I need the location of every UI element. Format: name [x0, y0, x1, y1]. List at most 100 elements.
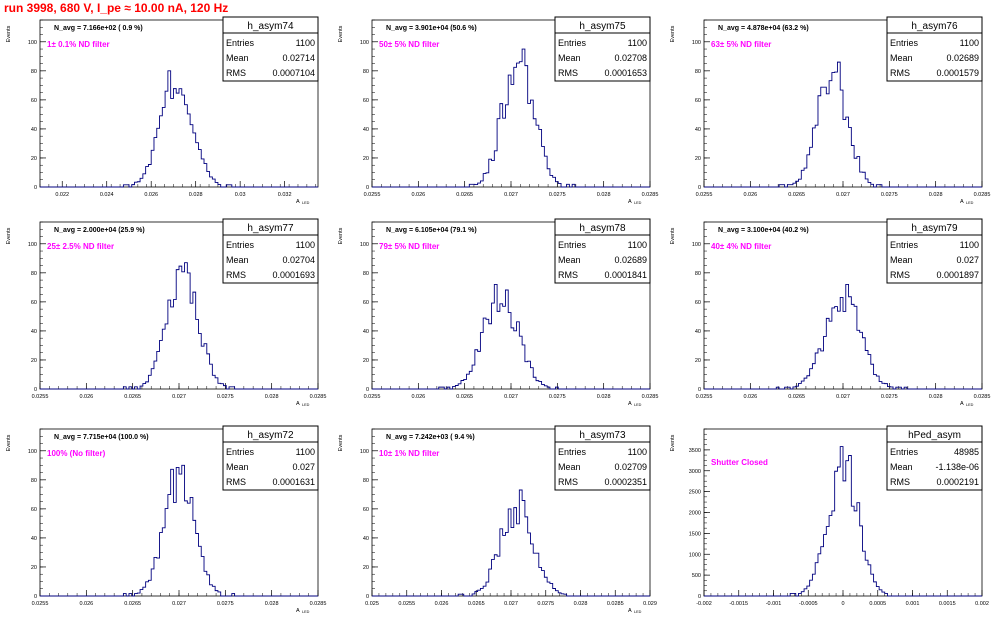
histogram-svg: 0 20 40 60 80 100 0.0255 0.026 0.0265 0.027 0.0275… [6, 218, 327, 407]
stats-key-mean: Mean [890, 255, 913, 265]
x-tick-label: 0.03 [235, 192, 246, 198]
stats-value-entries: 1100 [628, 447, 647, 457]
x-axis-label: A [296, 608, 300, 614]
navg-label: N_avg = 3.901e+04 (50.6 %) [386, 25, 477, 32]
y-tick-label: 20 [363, 565, 369, 571]
histogram-series-h_asym74 [40, 70, 318, 188]
x-tick-label: 0.0265 [456, 394, 473, 400]
y-tick-label: 0 [366, 185, 369, 191]
y-tick-label: 20 [363, 156, 369, 162]
x-tick-label: 0.0285 [310, 394, 327, 400]
y-tick-label: 60 [31, 300, 37, 306]
y-tick-label: 20 [31, 565, 37, 571]
stats-value-entries: 1100 [628, 38, 647, 48]
y-tick-label: 2000 [689, 511, 701, 517]
x-tick-label: 0.026 [79, 601, 93, 607]
stats-key-mean: Mean [890, 462, 913, 472]
x-tick-label: 0.027 [172, 601, 186, 607]
y-tick-label: 60 [363, 300, 369, 306]
y-tick-label: 80 [363, 271, 369, 277]
y-tick-label: 80 [695, 271, 701, 277]
stats-value-rms: 0.0001841 [604, 270, 647, 280]
x-tick-label: 0.026 [144, 192, 158, 198]
x-tick-label: 0.027 [504, 394, 518, 400]
x-tick-label: 0.0285 [642, 192, 659, 198]
x-axis-label: A [296, 401, 300, 407]
stats-box [554, 16, 651, 82]
stats-value-mean: 0.02708 [614, 53, 647, 63]
stats-value-rms: 0.0001897 [936, 270, 979, 280]
x-axis-label-subscript: LED [634, 403, 642, 407]
navg-label: N_avg = 3.100e+04 (40.2 %) [718, 227, 809, 234]
histogram-series-h_asym77 [40, 262, 318, 390]
y-tick-label: 60 [363, 98, 369, 104]
histogram-panel-h_asym72: 0 20 40 60 80 100 0.0255 0.026 0.0265 0.027 0.0275… [0, 414, 332, 621]
x-tick-label: 0.027 [504, 601, 518, 607]
y-tick-label: 60 [31, 507, 37, 513]
x-tick-label: 0.0255 [398, 601, 415, 607]
y-tick-label: 80 [31, 271, 37, 277]
x-axis-label: A [628, 199, 632, 205]
y-tick-label: 80 [695, 69, 701, 75]
y-tick-label: 100 [28, 40, 37, 46]
histogram-svg: 0 20 40 60 80 100 0.0255 0.026 0.0265 0.027 0.0275… [6, 425, 326, 614]
stats-histogram-name: hPed_asym [908, 430, 961, 441]
x-tick-label: 0.0275 [549, 192, 566, 198]
stats-value-mean: 0.02714 [282, 53, 315, 63]
histogram-series-h_asym73 [372, 489, 650, 597]
y-tick-label: 20 [363, 358, 369, 364]
x-tick-label: 0.0015 [939, 601, 956, 607]
x-tick-label: 0.0255 [32, 394, 49, 400]
histogram-svg: 0 20 40 60 80 100 0.022 0.024 0.026 0.028 0.03 0.03… [6, 16, 319, 205]
stats-histogram-name: h_asym78 [579, 223, 626, 234]
y-tick-label: 80 [31, 69, 37, 75]
y-tick-label: 20 [31, 358, 37, 364]
filter-label: 100% (No filter) [47, 449, 106, 458]
filter-label: 40± 4% ND filter [711, 242, 771, 251]
x-tick-label: 0.0265 [468, 601, 485, 607]
stats-key-mean: Mean [226, 255, 249, 265]
stats-key-entries: Entries [558, 240, 587, 250]
y-axis-label: Events [338, 434, 344, 451]
stats-histogram-name: h_asym73 [579, 430, 626, 441]
stats-value-mean: 0.02689 [946, 53, 979, 63]
y-tick-label: 80 [363, 69, 369, 75]
y-tick-label: 40 [31, 536, 37, 542]
histogram-svg: 0 20 40 60 80 100 0.0255 0.026 0.0265 0.027 0.0275… [338, 218, 658, 407]
y-tick-label: 3500 [689, 448, 701, 454]
stats-key-entries: Entries [558, 447, 587, 457]
x-tick-label: 0.028 [265, 394, 279, 400]
x-axis-label-subscript: LED [302, 201, 310, 205]
stats-value-entries: 48985 [954, 447, 979, 457]
x-tick-label: 0.025 [365, 601, 379, 607]
x-tick-label: 0.028 [929, 192, 943, 198]
x-tick-label: 0.0255 [696, 192, 713, 198]
y-tick-label: 40 [695, 127, 701, 133]
stats-key-entries: Entries [890, 38, 919, 48]
y-axis-label: Events [6, 227, 12, 244]
histogram-series-h_asym75 [372, 48, 650, 188]
x-tick-label: 0.027 [836, 394, 850, 400]
x-tick-label: 0.0265 [788, 394, 805, 400]
x-tick-label: 0.026 [743, 394, 757, 400]
stats-key-entries: Entries [558, 38, 587, 48]
y-tick-label: 40 [31, 127, 37, 133]
stats-histogram-name: h_asym72 [247, 430, 294, 441]
x-tick-label: 0.0255 [364, 394, 381, 400]
stats-key-rms: RMS [890, 477, 910, 487]
y-axis-label: Events [338, 25, 344, 42]
stats-box [222, 425, 319, 491]
x-tick-label: -0.0015 [729, 601, 748, 607]
y-tick-label: 0 [698, 387, 701, 393]
y-axis-label: Events [670, 227, 676, 244]
x-tick-label: 0.027 [172, 394, 186, 400]
stats-value-rms: 0.0007104 [272, 68, 315, 78]
stats-key-rms: RMS [890, 68, 910, 78]
y-tick-label: 60 [695, 98, 701, 104]
histogram-panel-h_asym73: 0 20 40 60 80 100 0.025 0.0255 0.026 0.0265 0.027 0… [332, 414, 664, 621]
x-tick-label: -0.002 [696, 601, 712, 607]
stats-value-rms: 0.0002351 [604, 477, 647, 487]
filter-label: 63± 5% ND filter [711, 40, 771, 49]
x-tick-label: 0.0005 [869, 601, 886, 607]
